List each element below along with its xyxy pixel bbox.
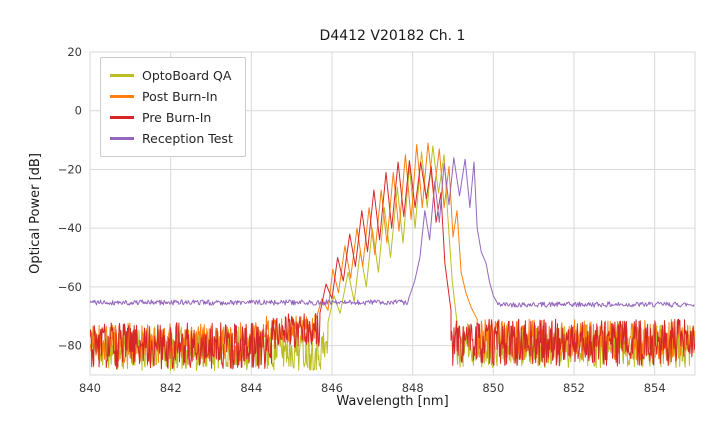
legend-label: OptoBoard QA	[142, 68, 232, 83]
plot-border	[89, 51, 696, 376]
legend: OptoBoard QA Post Burn-In Pre Burn-In Recep…	[100, 57, 246, 157]
chart-title: D4412 V20182 Ch. 1	[319, 28, 466, 44]
x-tick-label: 854	[644, 381, 666, 395]
y-tick-label: −20	[58, 162, 82, 176]
legend-label: Pre Burn-In	[142, 110, 212, 125]
x-axis-label: Wavelength [nm]	[336, 394, 449, 409]
legend-swatch	[110, 95, 134, 98]
legend-item-post-burn-in: Post Burn-In	[110, 86, 233, 107]
x-tick-label: 848	[402, 381, 424, 395]
legend-item-optoboard-qa: OptoBoard QA	[110, 65, 233, 86]
legend-swatch	[110, 137, 134, 140]
x-tick-label: 850	[482, 381, 504, 395]
legend-label: Reception Test	[142, 131, 233, 146]
series-pre-burn-in	[90, 160, 695, 370]
x-tick-label: 840	[79, 381, 101, 395]
legend-item-reception-test: Reception Test	[110, 128, 233, 149]
x-tick-label: 842	[160, 381, 182, 395]
y-tick-label: 20	[67, 45, 82, 59]
y-axis-label: Optical Power [dB]	[28, 153, 43, 274]
legend-item-pre-burn-in: Pre Burn-In	[110, 107, 233, 128]
y-tick-label: −60	[58, 280, 82, 294]
y-tick-label: −40	[58, 221, 82, 235]
y-tick-label: 0	[75, 104, 82, 118]
y-tick-label: −80	[58, 339, 82, 353]
legend-label: Post Burn-In	[142, 89, 218, 104]
legend-swatch	[110, 74, 134, 77]
x-tick-label: 846	[321, 381, 343, 395]
series-reception-test	[90, 157, 695, 308]
x-tick-label: 844	[240, 381, 262, 395]
x-tick-label: 852	[563, 381, 585, 395]
legend-swatch	[110, 116, 134, 119]
